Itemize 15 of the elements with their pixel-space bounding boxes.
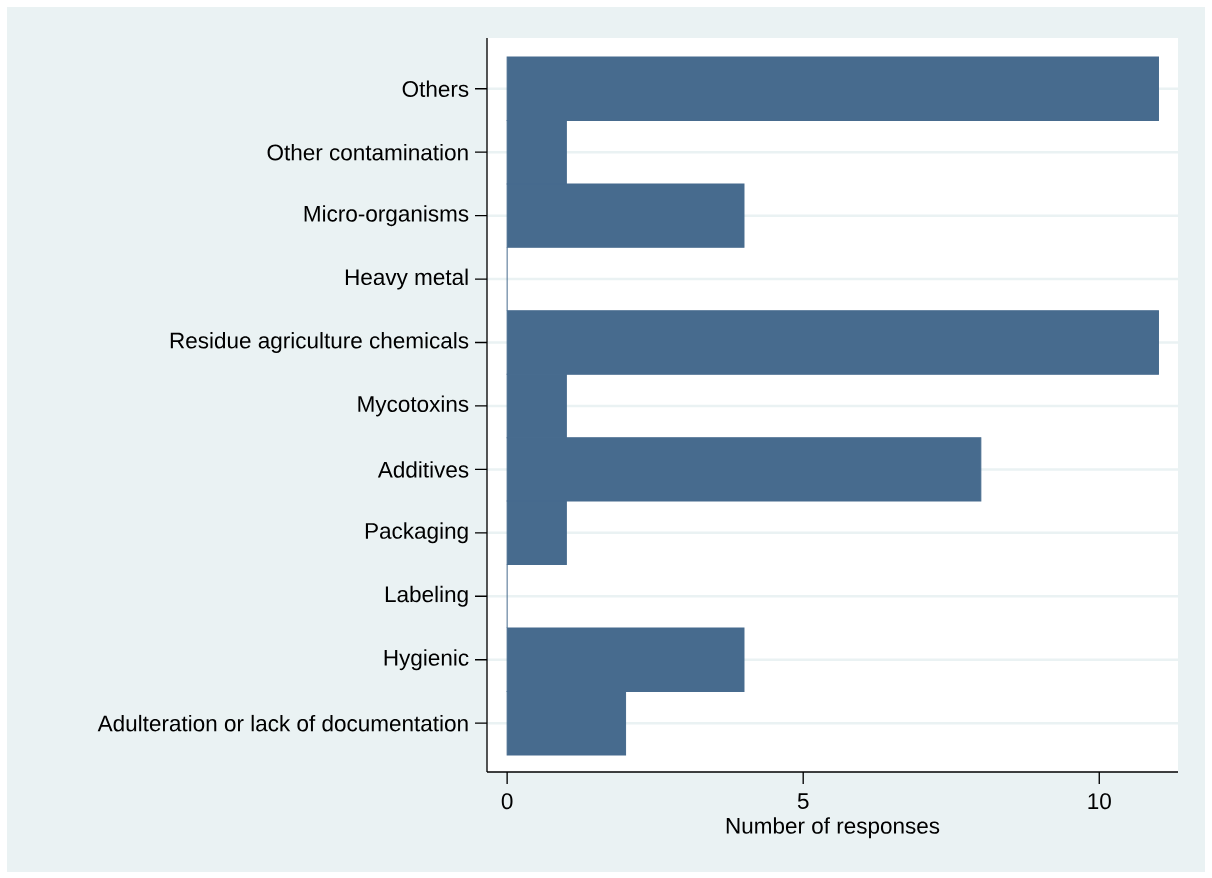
y-tick-label: Micro-organisms — [304, 205, 469, 227]
y-tick-label: Residue agriculture chemicals — [170, 332, 469, 354]
y-tick-label: Labeling — [385, 585, 468, 607]
y-tick-label: Heavy metal — [345, 268, 468, 290]
y-tick-label: Mycotoxins — [358, 395, 469, 417]
y-tick-label: Adulteration or lack of documentation — [97, 714, 468, 732]
y-tick-label: Packaging — [365, 522, 468, 544]
y-tick-label: Additives — [377, 461, 469, 478]
x-tick-label: 0 — [501, 793, 513, 810]
x-axis-title: Number of responses — [726, 817, 940, 839]
x-tick-label: 10 — [1088, 793, 1111, 810]
y-tick-label: Other contamination — [267, 143, 468, 161]
y-tick-label: Hygienic — [384, 649, 469, 671]
x-tick-label: 5 — [797, 793, 809, 809]
y-tick-label: Others — [402, 80, 469, 97]
